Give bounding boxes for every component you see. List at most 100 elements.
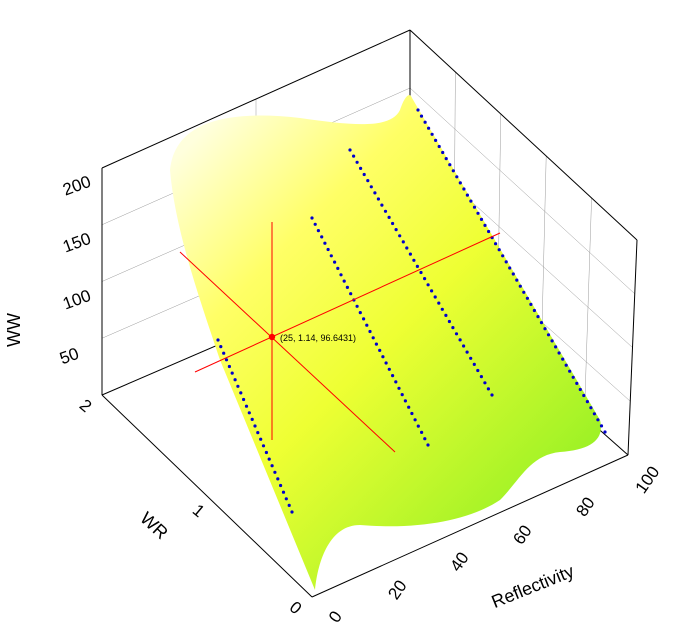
scatter-point	[359, 166, 363, 170]
box-edge-front-bottom	[311, 454, 629, 598]
scatter-point	[397, 386, 401, 390]
surface-mesh	[170, 95, 601, 590]
scatter-point	[376, 197, 380, 201]
scatter-point	[455, 175, 459, 179]
scatter-point	[287, 503, 291, 507]
z-tick-label: 150	[60, 229, 93, 257]
scatter-series	[216, 108, 607, 514]
scatter-point	[585, 400, 590, 404]
scatter-point	[458, 338, 462, 342]
scatter-point	[387, 215, 391, 219]
scatter-point	[582, 393, 586, 398]
scatter-point	[242, 397, 246, 402]
scatter-point	[448, 163, 452, 167]
scatter-point	[403, 399, 407, 403]
scatter-point	[368, 329, 372, 334]
scatter-point	[373, 191, 377, 195]
scatter-point	[233, 378, 237, 382]
cursor-label: (25, 1.14, 96.6431)	[280, 333, 356, 343]
scatter-point	[578, 387, 582, 392]
scatter-point	[279, 483, 283, 488]
scatter-point	[391, 374, 395, 378]
cursor-line-wr	[179, 251, 396, 453]
scatter-point	[407, 405, 411, 409]
scatter-point	[603, 430, 607, 434]
scatter-point	[419, 270, 423, 275]
scatter-point	[316, 229, 320, 233]
scatter-point	[434, 138, 438, 142]
scatter-point	[276, 477, 280, 481]
scatter-point	[415, 264, 419, 268]
scatter-point	[419, 114, 424, 118]
scatter-point	[487, 229, 491, 234]
scatter-point	[557, 351, 561, 355]
scatter-point	[426, 443, 430, 447]
scatter-point	[348, 148, 352, 152]
scatter-point	[383, 209, 388, 213]
x-tick-label: 80	[572, 494, 598, 520]
scatter-point	[543, 327, 547, 331]
cursor-crosshair	[179, 222, 501, 453]
scatter-point	[380, 203, 384, 207]
scatter-point	[433, 295, 437, 299]
scatter-point	[239, 391, 243, 395]
scatter-point	[525, 296, 530, 300]
scatter-point	[423, 277, 427, 281]
scatter-point	[430, 132, 434, 136]
scatter-point	[589, 406, 593, 410]
scatter-point	[342, 279, 346, 283]
scatter-point	[290, 510, 294, 514]
scatter-point	[508, 266, 512, 270]
scatter-point	[371, 336, 375, 340]
scatter-point	[571, 375, 575, 379]
scatter-point	[320, 235, 324, 239]
scatter-point	[444, 157, 448, 161]
scatter-point	[339, 273, 343, 277]
scatter-point	[423, 437, 427, 441]
scatter-point	[476, 368, 480, 373]
scatter-point	[358, 311, 362, 315]
z-tick-label: 50	[57, 344, 81, 368]
x-axis-label: Reflectivity	[489, 561, 577, 612]
scatter-point	[273, 470, 277, 474]
scatter-point	[465, 350, 469, 354]
cursor-line-reflectivity	[194, 232, 501, 373]
scatter-point	[261, 444, 266, 448]
scatter-point	[333, 260, 337, 264]
z-tick-label: 100	[60, 286, 93, 314]
scatter-point	[362, 172, 366, 177]
scatter-point	[310, 216, 314, 220]
scatter-point	[511, 272, 515, 276]
scatter-point	[469, 199, 473, 203]
scatter-point	[472, 362, 476, 366]
scatter-point	[479, 375, 483, 379]
scatter-point	[413, 418, 417, 422]
scatter-point	[224, 358, 229, 362]
scatter-point	[394, 380, 398, 384]
scatter-point	[313, 222, 317, 226]
scatter-point	[326, 247, 330, 252]
scatter-point	[401, 240, 405, 244]
scatter-point	[554, 345, 558, 349]
scatter-point	[483, 381, 487, 385]
scatter-point	[345, 285, 349, 289]
box-edge-top-right	[409, 29, 638, 241]
scatter-point	[550, 339, 554, 343]
scatter-point	[416, 424, 420, 428]
scatter-point	[323, 241, 327, 245]
z-axis-label: WW	[4, 313, 24, 347]
scatter-point	[362, 317, 366, 321]
scatter-point	[486, 387, 490, 391]
x-tick-label: 0	[325, 608, 346, 627]
scatter-point	[247, 411, 251, 415]
cursor-point[interactable]	[268, 333, 276, 341]
scatter-point	[230, 371, 234, 375]
scatter-point	[408, 252, 412, 256]
scatter-point	[501, 254, 505, 258]
scatter-point	[267, 457, 271, 461]
scatter-point	[451, 326, 455, 330]
scatter-point	[546, 333, 551, 337]
scatter-point	[518, 284, 522, 288]
scatter-point	[465, 193, 469, 197]
